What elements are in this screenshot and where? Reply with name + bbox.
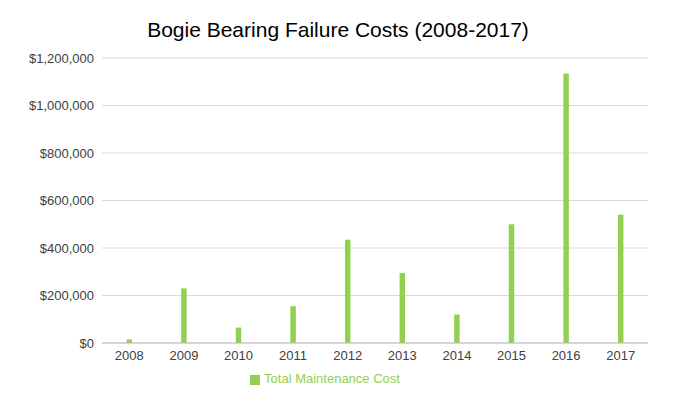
svg-text:2014: 2014 xyxy=(442,348,471,363)
svg-text:2009: 2009 xyxy=(169,348,198,363)
svg-text:$400,000: $400,000 xyxy=(40,241,94,256)
svg-text:2010: 2010 xyxy=(224,348,253,363)
svg-text:$1,200,000: $1,200,000 xyxy=(29,52,94,66)
svg-text:$600,000: $600,000 xyxy=(40,193,94,208)
svg-text:2015: 2015 xyxy=(497,348,526,363)
svg-text:2008: 2008 xyxy=(115,348,144,363)
svg-text:2017: 2017 xyxy=(606,348,635,363)
svg-text:2011: 2011 xyxy=(279,348,307,363)
svg-text:$200,000: $200,000 xyxy=(40,288,94,303)
svg-text:$1,000,000: $1,000,000 xyxy=(29,98,94,113)
html-text:Total Maintenance Cost: Total Maintenance Cost xyxy=(264,371,400,386)
svg-text:$0: $0 xyxy=(80,336,94,351)
svg-text:2012: 2012 xyxy=(333,348,362,363)
svg-text:2013: 2013 xyxy=(388,348,417,363)
html-text:Bogie Bearing Failure Costs (2: Bogie Bearing Failure Costs (2008-2017) xyxy=(147,18,529,41)
svg-text:2016: 2016 xyxy=(552,348,581,363)
svg-text:$800,000: $800,000 xyxy=(40,146,94,161)
